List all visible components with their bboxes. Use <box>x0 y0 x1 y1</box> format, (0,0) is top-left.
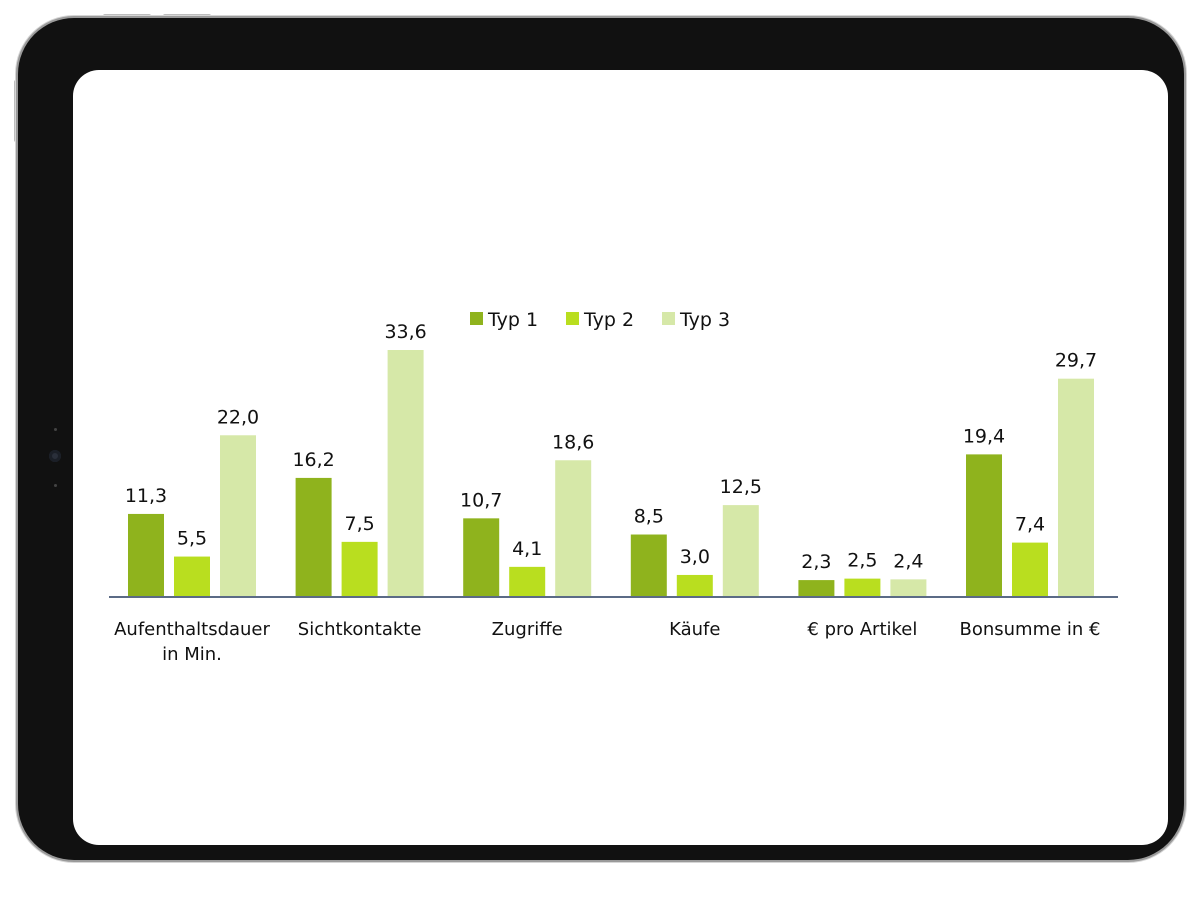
bar-typ-2 <box>1012 542 1048 597</box>
bar-value-label: 5,5 <box>177 528 207 550</box>
bar-value-label: 12,5 <box>720 476 762 498</box>
bar-typ-1 <box>966 454 1002 597</box>
bar-typ-1 <box>128 513 164 597</box>
bar-typ-2 <box>509 566 546 597</box>
bar-typ-2 <box>341 541 378 597</box>
screen: Typ 1 Typ 2 Typ 3 11,3 5,5 22,0 16,2 7,5 33,6 10… <box>73 70 1168 845</box>
bar-value-label: 16,2 <box>292 449 334 471</box>
category-label: Bonsumme in € <box>959 619 1100 640</box>
bar-typ-2 <box>174 556 210 597</box>
chart-legend: Typ 1 Typ 2 Typ 3 <box>470 309 730 331</box>
category-label: € pro Artikel <box>807 619 917 640</box>
bar-value-label: 33,6 <box>384 321 426 343</box>
side-button <box>14 80 20 142</box>
chart-bars <box>128 350 1094 597</box>
bar-value-label: 19,4 <box>963 425 1005 447</box>
bar-typ-3 <box>387 350 424 597</box>
bar-typ-2 <box>844 578 881 597</box>
bar-value-label: 7,4 <box>1015 514 1045 536</box>
bar-typ-1 <box>798 580 835 597</box>
volume-down-button <box>163 14 211 20</box>
bar-value-label: 10,7 <box>460 489 502 511</box>
bar-typ-3 <box>1058 378 1094 597</box>
bar-value-label: 2,5 <box>847 550 877 572</box>
bar-value-label: 29,7 <box>1055 350 1097 372</box>
legend-swatch <box>662 312 675 325</box>
volume-up-button <box>103 14 151 20</box>
bar-typ-2 <box>676 574 713 597</box>
x-axis-category-labels: Aufenthaltsdauer in Min. Sichtkontakte Zugr… <box>114 619 1100 665</box>
bar-typ-3 <box>890 579 927 597</box>
bar-typ-3 <box>220 435 256 597</box>
bar-typ-1 <box>630 534 667 597</box>
bar-value-label: 2,4 <box>893 550 923 572</box>
bar-typ-1 <box>463 518 500 597</box>
bar-value-label: 22,0 <box>217 406 259 428</box>
tablet-frame: Typ 1 Typ 2 Typ 3 11,3 5,5 22,0 16,2 7,5 33,6 10… <box>18 18 1184 860</box>
category-label: in Min. <box>162 644 222 665</box>
camera-icon <box>49 450 61 462</box>
bar-typ-3 <box>555 460 592 597</box>
bar-value-label: 3,0 <box>680 546 710 568</box>
category-label: Käufe <box>669 619 720 640</box>
bar-value-label: 8,5 <box>634 506 664 528</box>
legend-label: Typ 2 <box>583 309 634 331</box>
bar-value-label: 2,3 <box>801 551 831 573</box>
legend-swatch <box>566 312 579 325</box>
bar-typ-1 <box>295 477 332 597</box>
bar-value-label: 11,3 <box>125 485 167 507</box>
bar-value-label: 4,1 <box>512 538 542 560</box>
sensor-dot <box>54 484 57 487</box>
bar-value-label: 18,6 <box>552 431 594 453</box>
chart-value-labels: 11,3 5,5 22,0 16,2 7,5 33,6 10,7 4,1 18,6 8,5 3,0 1… <box>125 321 1097 573</box>
category-label: Aufenthaltsdauer <box>114 619 270 640</box>
category-label: Sichtkontakte <box>298 619 422 640</box>
sensor-dot <box>54 428 57 431</box>
bar-chart: Typ 1 Typ 2 Typ 3 11,3 5,5 22,0 16,2 7,5 33,6 10… <box>109 309 1118 665</box>
legend-label: Typ 1 <box>487 309 538 331</box>
legend-swatch <box>470 312 483 325</box>
legend-label: Typ 3 <box>679 309 730 331</box>
bar-typ-3 <box>722 505 759 597</box>
category-label: Zugriffe <box>492 619 563 640</box>
bar-value-label: 7,5 <box>344 513 374 535</box>
